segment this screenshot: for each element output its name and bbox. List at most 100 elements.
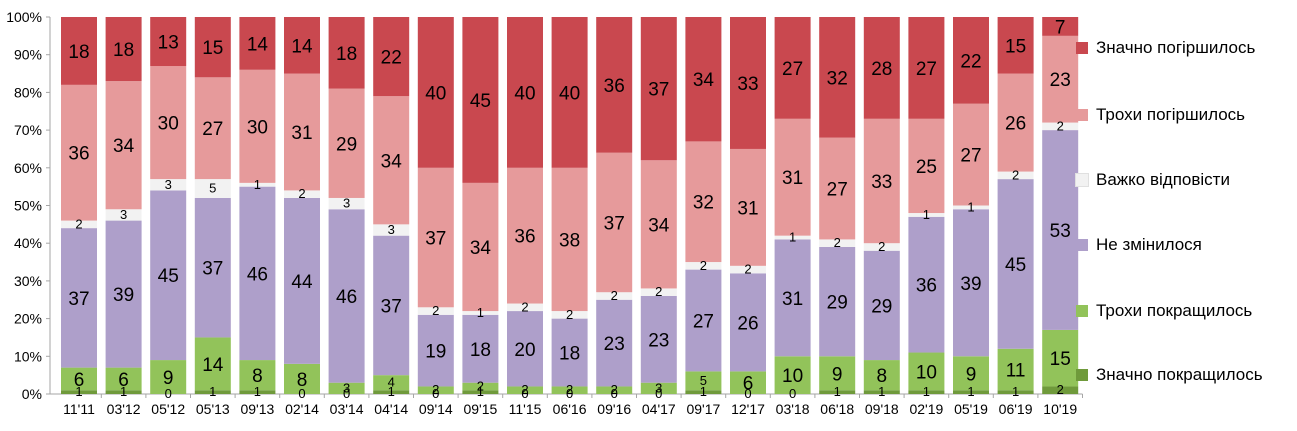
bar-segment [507,303,543,312]
data-label: 15 [202,38,223,59]
legend-swatch [1076,239,1088,251]
bar-segment [908,216,945,353]
data-label: 2 [1057,382,1064,397]
bar-segment [462,382,499,391]
x-tick-label: 02'19 [909,401,943,417]
data-label: 2 [1012,167,1019,182]
data-label: 1 [388,384,395,399]
data-label: 27 [827,180,848,201]
bar-segment [997,390,1034,394]
bar-segment [61,367,97,391]
data-label: 1 [789,230,796,245]
data-label: 44 [291,272,313,293]
bar-segment [1042,122,1079,131]
data-label: 23 [1050,70,1071,91]
data-label: 0 [789,386,796,401]
bar-segment [239,186,276,361]
bar-segment [507,17,543,168]
bar-segment [774,239,811,357]
bar-segment [417,17,454,168]
data-label: 34 [381,151,403,172]
bar-segment [105,367,142,391]
data-label: 40 [559,83,580,104]
bar-segment [997,179,1034,349]
bar-segment [150,66,187,180]
data-labels: 1637236181639334180945330131143752715184… [68,17,1070,401]
bar-segment [462,390,499,394]
data-label: 8 [877,366,888,387]
bar-segment [551,17,588,168]
bar-segment [819,390,856,394]
bar-segment [774,17,811,119]
data-label: 5 [700,373,707,388]
legend-swatch [1076,369,1088,381]
data-label: 29 [827,293,848,314]
y-tick-label: 40% [14,235,42,251]
data-label: 2 [566,307,573,322]
data-label: 0 [521,386,528,401]
bar-segment [150,360,187,394]
bar-segment [685,262,722,270]
data-label: 18 [68,42,89,63]
bar-segment [908,17,945,119]
data-label: 2 [75,216,82,231]
bar-segment [61,17,97,85]
bar-segment [284,73,320,191]
data-label: 1 [254,177,261,192]
data-label: 2 [521,299,528,314]
data-label: 1 [477,305,484,320]
data-label: 40 [514,83,535,104]
bar-segment [908,118,945,214]
bar-segment [373,224,410,236]
bar-segment [507,386,543,394]
bar-segment [328,17,365,89]
data-label: 37 [202,259,223,280]
bar-segment [640,160,677,289]
bar-segment [551,311,588,319]
data-label: 45 [1005,255,1026,276]
data-label: 14 [247,34,269,55]
data-label: 46 [247,264,268,285]
data-label: 6 [74,370,85,391]
data-label: 8 [252,366,263,387]
legend: Значно погіршилось Трохи погіршилось Важко… [1075,0,1297,431]
data-label: 31 [782,168,803,189]
legend-item: Трохи покращилось [1076,301,1252,321]
bar-segment [997,17,1034,74]
data-label: 0 [165,386,172,401]
bar-segment [194,390,231,394]
bar-segment [61,390,97,394]
x-tick-label: 11'15 [509,401,542,417]
bar-segment [105,17,142,82]
data-label: 30 [158,114,179,135]
data-label: 45 [158,266,179,287]
data-label: 2 [432,303,439,318]
y-tick-label: 30% [14,273,42,289]
bar-segment [730,265,766,274]
bar-segment [953,390,989,394]
data-label: 7 [1055,17,1066,38]
bar-segment [373,17,410,97]
data-label: 29 [336,134,357,155]
data-label: 1 [120,384,127,399]
data-label: 2 [834,235,841,250]
data-label: 2 [878,239,885,254]
bar-segment [953,103,989,206]
data-label: 25 [916,157,937,178]
data-label: 6 [743,374,754,395]
bar-segment [953,356,989,391]
data-label: 0 [611,386,618,401]
legend-swatch [1076,109,1088,121]
data-label: 23 [648,330,669,351]
data-label: 1 [477,384,484,399]
legend-label: Важко відповісти [1096,170,1230,189]
y-tick-label: 10% [14,348,42,364]
data-label: 45 [470,91,491,112]
bar-segment [239,69,276,183]
bar-segment [908,352,945,391]
x-tick-label: 05'19 [954,401,988,417]
data-label: 1 [700,384,707,399]
data-label: 33 [737,74,758,95]
bar-segment [640,295,677,383]
bar-segment [373,235,410,376]
